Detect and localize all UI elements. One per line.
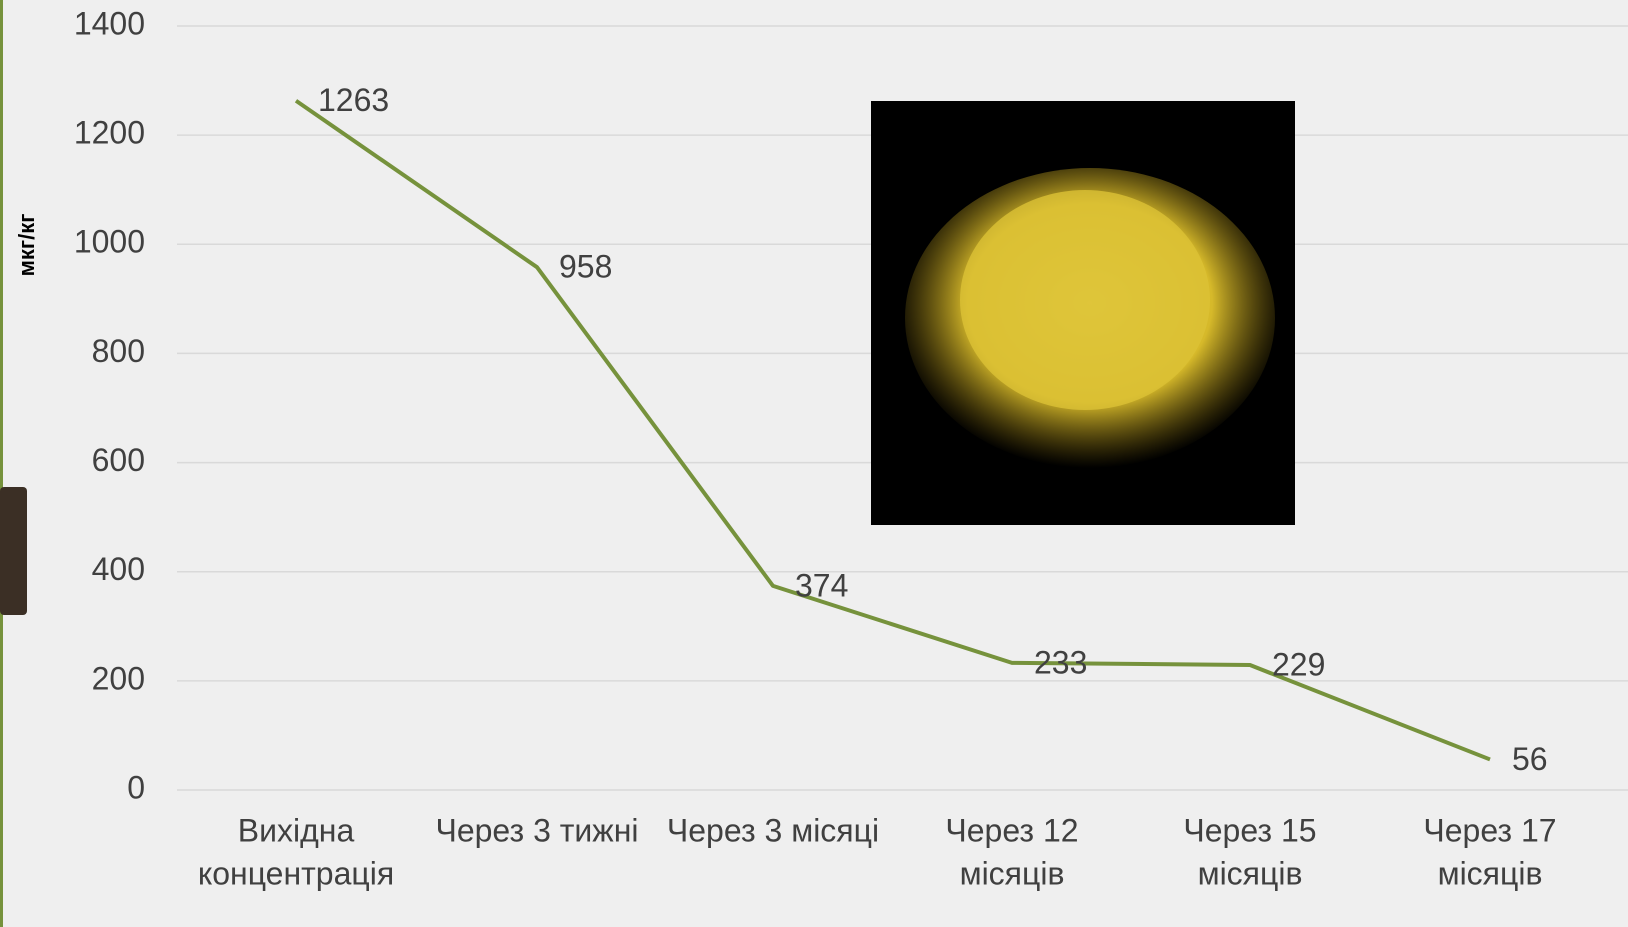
y-axis-label: мкг/кг: [14, 214, 39, 277]
y-tick-label: 0: [127, 769, 145, 805]
x-tick-label: Через 17: [1423, 812, 1556, 848]
y-tick-label: 1000: [74, 224, 145, 260]
x-tick-label: місяців: [1438, 855, 1543, 891]
y-tick-label: 800: [92, 333, 145, 369]
x-tick-label: Через 15: [1183, 812, 1316, 848]
x-tick-label: Через 3 місяці: [667, 812, 879, 848]
side-tab: [0, 487, 27, 615]
data-label: 56: [1512, 741, 1548, 777]
y-tick-label: 1200: [74, 115, 145, 151]
data-label: 233: [1034, 644, 1087, 680]
x-tick-label: концентрація: [198, 855, 394, 891]
x-tick-label: Вихідна: [238, 812, 355, 848]
data-label: 229: [1272, 646, 1325, 682]
x-tick-label: Через 12: [945, 812, 1078, 848]
x-tick-label: Через 3 тижні: [436, 812, 639, 848]
x-tick-label: місяців: [960, 855, 1065, 891]
y-tick-label: 600: [92, 442, 145, 478]
y-tick-label: 200: [92, 660, 145, 696]
left-border: [0, 0, 3, 927]
y-tick-label: 400: [92, 551, 145, 587]
x-tick-label: місяців: [1198, 855, 1303, 891]
data-label: 374: [795, 567, 848, 603]
powder-photo: [871, 101, 1295, 525]
data-label: 1263: [318, 82, 389, 118]
y-tick-label: 1400: [74, 5, 145, 41]
data-label: 958: [559, 249, 612, 285]
data-line: [294, 99, 1491, 762]
